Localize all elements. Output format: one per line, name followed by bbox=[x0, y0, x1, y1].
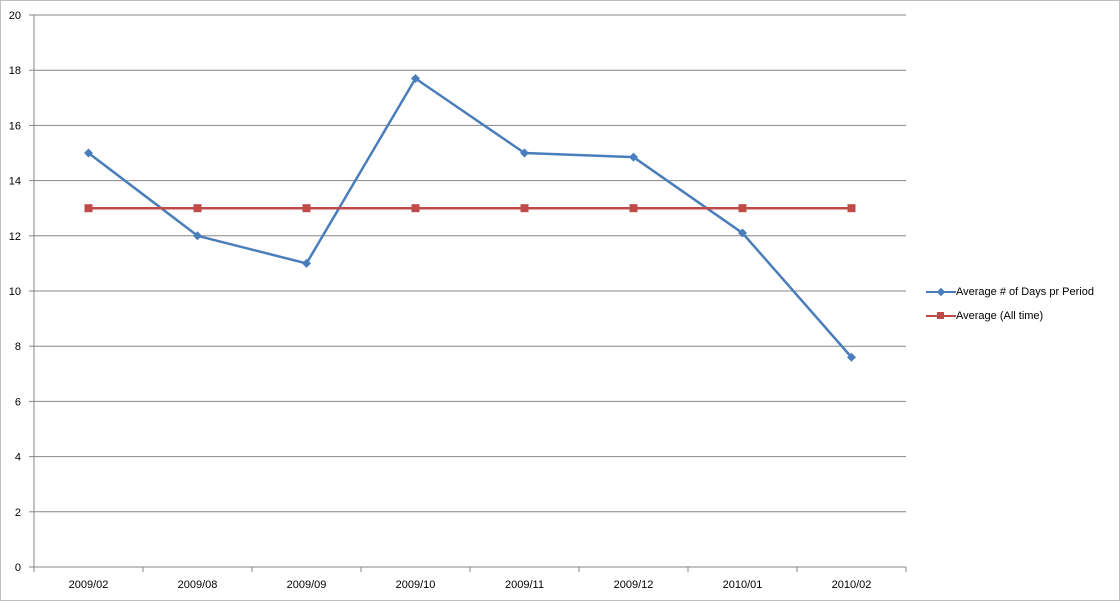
data-point-series-1-2 bbox=[302, 258, 311, 268]
series-line-1 bbox=[87, 77, 853, 359]
y-tick-label-16: 16 bbox=[9, 120, 21, 132]
data-point-series-2-5 bbox=[629, 204, 638, 213]
data-point-series-1-1 bbox=[193, 231, 202, 241]
data-point-series-2-3 bbox=[411, 204, 420, 213]
legend-item-series-2: Average (All time) bbox=[926, 304, 1094, 328]
data-point-series-1-3 bbox=[411, 73, 420, 83]
x-tick-label-5: 2009/12 bbox=[614, 579, 654, 591]
y-tick-label-8: 8 bbox=[15, 341, 21, 353]
data-point-series-2-4 bbox=[520, 204, 529, 213]
data-point-series-2-7 bbox=[847, 204, 856, 213]
y-tick-label-18: 18 bbox=[9, 65, 21, 77]
legend-label-series-1: Average # of Days pr Period bbox=[956, 286, 1094, 298]
y-tick-label-4: 4 bbox=[15, 452, 21, 464]
x-tick-label-1: 2009/08 bbox=[178, 579, 218, 591]
data-point-series-2-2 bbox=[302, 204, 311, 213]
x-tick-label-6: 2010/01 bbox=[723, 579, 763, 591]
x-tick-label-0: 2009/02 bbox=[69, 579, 109, 591]
data-point-series-2-0 bbox=[84, 204, 93, 213]
legend-item-series-1: Average # of Days pr Period bbox=[926, 280, 1094, 304]
legend-label-series-2: Average (All time) bbox=[956, 310, 1044, 322]
y-tick-label-10: 10 bbox=[9, 286, 21, 298]
y-tick-label-6: 6 bbox=[15, 396, 21, 408]
data-point-series-1-0 bbox=[84, 148, 93, 158]
y-tick-label-0: 0 bbox=[15, 562, 21, 574]
data-point-series-2-6 bbox=[738, 204, 747, 213]
x-tick-label-3: 2009/10 bbox=[396, 579, 436, 591]
x-tick-label-7: 2010/02 bbox=[832, 579, 872, 591]
data-point-series-1-5 bbox=[629, 152, 638, 162]
legend: Average # of Days pr Period Average (All… bbox=[926, 280, 1094, 328]
x-tick-label-2: 2009/09 bbox=[287, 579, 327, 591]
data-point-series-2-1 bbox=[193, 204, 202, 213]
data-point-series-1-7 bbox=[847, 352, 856, 362]
legend-swatch-series-1 bbox=[926, 287, 956, 297]
y-tick-label-14: 14 bbox=[9, 176, 21, 188]
data-point-series-1-4 bbox=[520, 148, 529, 158]
legend-swatch-series-2 bbox=[926, 311, 956, 321]
y-tick-label-20: 20 bbox=[9, 10, 21, 22]
y-tick-label-2: 2 bbox=[15, 507, 21, 519]
x-tick-label-4: 2009/11 bbox=[505, 579, 544, 591]
data-point-series-1-6 bbox=[738, 228, 747, 238]
y-tick-label-12: 12 bbox=[9, 231, 21, 243]
